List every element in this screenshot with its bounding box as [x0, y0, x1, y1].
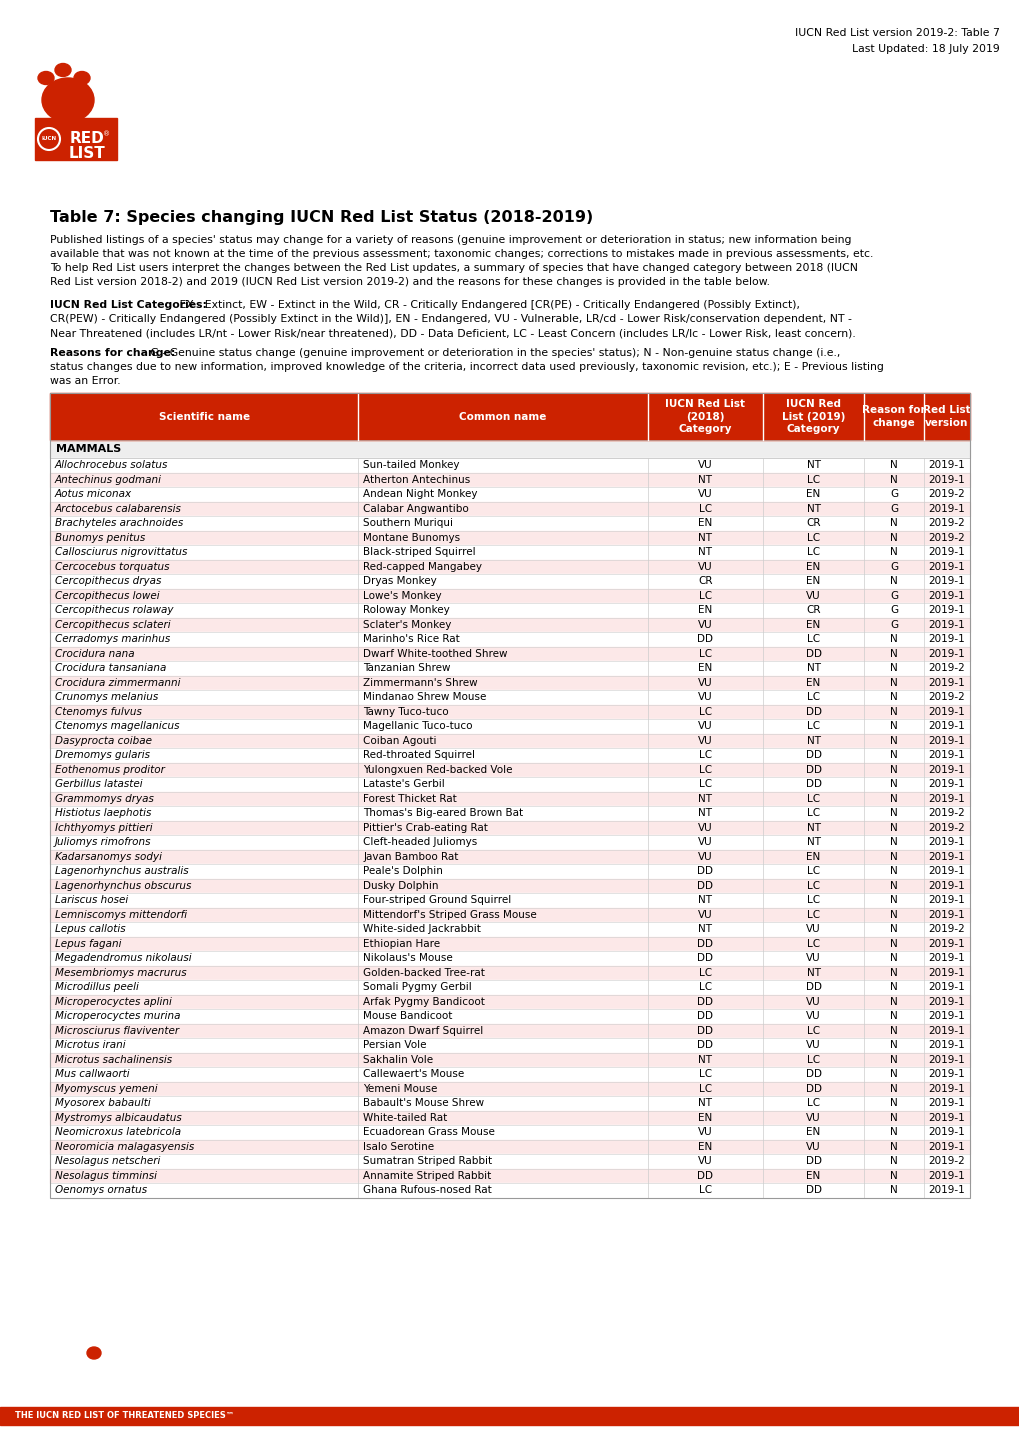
Text: 2019-2: 2019-2: [927, 532, 964, 543]
Text: Somali Pygmy Gerbil: Somali Pygmy Gerbil: [363, 983, 472, 993]
Text: 2019-1: 2019-1: [927, 794, 964, 804]
Text: N: N: [890, 1113, 897, 1123]
Text: Tanzanian Shrew: Tanzanian Shrew: [363, 664, 450, 674]
Text: IUCN Red List
(2018)
Category: IUCN Red List (2018) Category: [664, 400, 745, 434]
Text: Crunomys melanius: Crunomys melanius: [55, 693, 158, 703]
Ellipse shape: [38, 72, 54, 85]
Text: Arfak Pygmy Bandicoot: Arfak Pygmy Bandicoot: [363, 997, 485, 1007]
Bar: [50, 850, 969, 864]
Text: 2019-1: 2019-1: [927, 851, 964, 861]
Text: CR(PEW) - Critically Endangered (Possibly Extinct in the Wild)], EN - Endangered: CR(PEW) - Critically Endangered (Possibl…: [50, 315, 851, 325]
Text: G - Genuine status change (genuine improvement or deterioration in the species' : G - Genuine status change (genuine impro…: [147, 348, 840, 358]
Text: LC: LC: [698, 983, 711, 993]
Bar: [50, 1097, 969, 1111]
Text: LC: LC: [698, 504, 711, 514]
Text: VU: VU: [805, 590, 820, 600]
Text: Dasyprocta coibae: Dasyprocta coibae: [55, 736, 152, 746]
Text: 2019-1: 2019-1: [927, 939, 964, 948]
Text: 2019-1: 2019-1: [927, 619, 964, 629]
Text: VU: VU: [697, 1156, 712, 1166]
Text: NT: NT: [698, 1055, 712, 1065]
Text: IUCN Red
List (2019)
Category: IUCN Red List (2019) Category: [782, 400, 845, 434]
Bar: [50, 821, 969, 835]
Text: N: N: [890, 475, 897, 485]
Text: 2019-1: 2019-1: [927, 765, 964, 775]
Text: DD: DD: [805, 649, 820, 659]
Text: Last Updated: 18 July 2019: Last Updated: 18 July 2019: [852, 43, 999, 53]
Text: 2019-1: 2019-1: [927, 1012, 964, 1022]
Text: Histiotus laephotis: Histiotus laephotis: [55, 808, 151, 818]
Text: Dusky Dolphin: Dusky Dolphin: [363, 880, 438, 890]
Text: LC: LC: [698, 1185, 711, 1195]
Text: Microperocyctes aplini: Microperocyctes aplini: [55, 997, 172, 1007]
Text: Cleft-headed Juliomys: Cleft-headed Juliomys: [363, 837, 477, 847]
Text: 2019-1: 2019-1: [927, 635, 964, 644]
Text: Antechinus godmani: Antechinus godmani: [55, 475, 162, 485]
Text: VU: VU: [697, 851, 712, 861]
Text: VU: VU: [697, 736, 712, 746]
Text: Lataste's Gerbil: Lataste's Gerbil: [363, 779, 444, 789]
Text: NT: NT: [698, 895, 712, 905]
Text: IUCN: IUCN: [42, 137, 56, 141]
Bar: [50, 603, 969, 618]
Text: 2019-1: 2019-1: [927, 736, 964, 746]
Bar: [50, 1023, 969, 1038]
Text: Marinho's Rice Rat: Marinho's Rice Rat: [363, 635, 460, 644]
Text: DD: DD: [697, 635, 713, 644]
Text: LC: LC: [698, 1069, 711, 1079]
Text: 2019-1: 2019-1: [927, 1141, 964, 1152]
Bar: [50, 980, 969, 994]
Text: LC: LC: [806, 635, 819, 644]
Text: Cercopithecus rolaway: Cercopithecus rolaway: [55, 605, 173, 615]
Text: Lemniscomys mittendorfi: Lemniscomys mittendorfi: [55, 909, 186, 919]
Bar: [35, 118, 117, 160]
Text: NT: NT: [698, 925, 712, 934]
Text: Eothenomus proditor: Eothenomus proditor: [55, 765, 165, 775]
Text: NT: NT: [806, 460, 820, 470]
Bar: [50, 893, 969, 908]
Text: LC: LC: [698, 1084, 711, 1094]
Bar: [50, 835, 969, 850]
Text: 2019-1: 2019-1: [927, 909, 964, 919]
Text: 2019-1: 2019-1: [927, 1026, 964, 1036]
Text: N: N: [890, 649, 897, 659]
Text: DD: DD: [805, 765, 820, 775]
Text: Sumatran Striped Rabbit: Sumatran Striped Rabbit: [363, 1156, 492, 1166]
Text: N: N: [890, 576, 897, 586]
Text: DD: DD: [805, 750, 820, 760]
Text: Cercopithecus sclateri: Cercopithecus sclateri: [55, 619, 170, 629]
Text: VU: VU: [697, 693, 712, 703]
Text: Javan Bamboo Rat: Javan Bamboo Rat: [363, 851, 459, 861]
Bar: [50, 1183, 969, 1198]
Bar: [50, 661, 969, 675]
Text: DD: DD: [697, 880, 713, 890]
Bar: [50, 922, 969, 937]
Text: Dryas Monkey: Dryas Monkey: [363, 576, 436, 586]
Text: EX - Extinct, EW - Extinct in the Wild, CR - Critically Endangered [CR(PE) - Cri: EX - Extinct, EW - Extinct in the Wild, …: [176, 300, 799, 310]
Text: 2019-1: 2019-1: [927, 722, 964, 732]
Text: 2019-1: 2019-1: [927, 678, 964, 688]
Bar: [50, 1126, 969, 1140]
Text: White-sided Jackrabbit: White-sided Jackrabbit: [363, 925, 481, 934]
Text: EN: EN: [806, 576, 820, 586]
Text: NT: NT: [806, 968, 820, 978]
Text: Common name: Common name: [459, 411, 546, 421]
Text: 2019-1: 2019-1: [927, 1113, 964, 1123]
Text: NT: NT: [698, 794, 712, 804]
Text: LC: LC: [806, 866, 819, 876]
Text: NT: NT: [698, 547, 712, 557]
Text: Myomyscus yemeni: Myomyscus yemeni: [55, 1084, 158, 1094]
Text: LC: LC: [698, 590, 711, 600]
Text: VU: VU: [697, 561, 712, 571]
Bar: [50, 776, 969, 792]
Text: 2019-1: 2019-1: [927, 1084, 964, 1094]
Text: EN: EN: [698, 1141, 712, 1152]
Text: N: N: [890, 880, 897, 890]
Text: LC: LC: [806, 895, 819, 905]
Text: Mittendorf's Striped Grass Mouse: Mittendorf's Striped Grass Mouse: [363, 909, 536, 919]
Text: N: N: [890, 1127, 897, 1137]
Text: EN: EN: [806, 1127, 820, 1137]
Text: 2019-2: 2019-2: [927, 808, 964, 818]
Text: Arctocebus calabarensis: Arctocebus calabarensis: [55, 504, 181, 514]
Text: Sun-tailed Monkey: Sun-tailed Monkey: [363, 460, 460, 470]
